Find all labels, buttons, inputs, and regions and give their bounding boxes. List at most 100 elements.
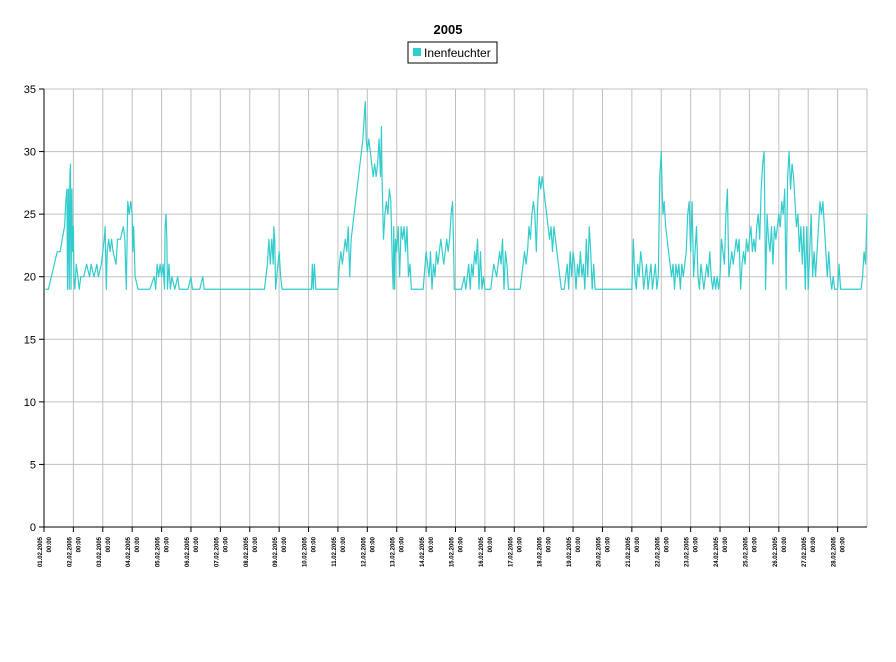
y-tick-label: 15 [24,334,36,346]
x-tick-label: 12.02.2005 00:00 [361,536,376,567]
x-tick-date: 28.02.2005 [832,536,838,567]
x-tick-date: 07.02.2005 [214,536,220,567]
x-tick-date: 12.02.2005 [361,536,367,567]
x-tick-date: 17.02.2005 [508,536,514,567]
x-tick-date: 01.02.2005 [38,536,44,567]
legend: Inenfeuchter [407,41,498,64]
x-tick-time: 00:00 [694,536,700,552]
x-tick-time: 00:00 [165,536,171,552]
x-tick-date: 06.02.2005 [185,536,191,567]
x-tick-time: 00:00 [782,536,788,552]
x-tick-label: 22.02.2005 00:00 [655,536,670,567]
y-tick-label: 35 [24,84,36,96]
x-tick-time: 00:00 [106,536,112,552]
x-tick-date: 14.02.2005 [420,536,426,567]
x-tick-date: 19.02.2005 [567,536,573,567]
x-tick-label: 28.02.2005 00:00 [832,536,847,567]
x-tick-label: 15.02.2005 00:00 [450,536,465,567]
x-tick-time: 00:00 [664,536,670,552]
x-tick-time: 00:00 [605,536,611,552]
x-tick-label: 11.02.2005 00:00 [332,536,347,566]
y-tick-label: 10 [24,397,36,409]
x-tick-label: 25.02.2005 00:00 [743,536,758,567]
x-tick-label: 24.02.2005 00:00 [714,536,729,567]
x-tick-date: 11.02.2005 [332,536,338,566]
x-tick-time: 00:00 [47,536,53,552]
x-tick-time: 00:00 [635,536,641,552]
legend-swatch [413,48,421,56]
x-tick-date: 05.02.2005 [156,536,162,567]
x-tick-label: 27.02.2005 00:00 [802,536,817,567]
x-tick-date: 24.02.2005 [714,536,720,567]
x-tick-date: 20.02.2005 [596,536,602,567]
x-tick-date: 27.02.2005 [802,536,808,567]
x-tick-time: 00:00 [400,536,406,552]
x-tick-label: 26.02.2005 00:00 [773,536,788,567]
x-tick-label: 10.02.2005 00:00 [303,536,318,567]
x-tick-time: 00:00 [517,536,523,552]
x-tick-label: 07.02.2005 00:00 [214,536,229,567]
x-tick-label: 06.02.2005 00:00 [185,536,200,567]
x-tick-date: 09.02.2005 [273,536,279,567]
x-tick-date: 21.02.2005 [626,536,632,567]
x-tick-time: 00:00 [841,536,847,552]
x-tick-label: 04.02.2005 00:00 [126,536,141,567]
x-tick-date: 10.02.2005 [303,536,309,567]
axes [39,88,867,532]
x-tick-date: 03.02.2005 [97,536,103,567]
x-tick-label: 01.02.2005 00:00 [38,536,53,567]
x-tick-label: 23.02.2005 00:00 [685,536,700,567]
x-tick-label: 21.02.2005 00:00 [626,536,641,567]
y-tick-label: 0 [30,522,36,534]
x-tick-time: 00:00 [341,536,347,552]
x-tick-time: 00:00 [488,536,494,552]
x-tick-date: 15.02.2005 [450,536,456,567]
legend-box [407,41,498,64]
x-tick-label: 18.02.2005 00:00 [538,536,553,567]
x-tick-label: 16.02.2005 00:00 [479,536,494,567]
x-tick-time: 00:00 [76,536,82,552]
y-tick-label: 20 [24,272,36,284]
y-tick-label: 25 [24,209,36,221]
x-tick-date: 13.02.2005 [391,536,397,567]
x-tick-date: 25.02.2005 [743,536,749,567]
x-tick-date: 02.02.2005 [67,536,73,567]
x-tick-time: 00:00 [752,536,758,552]
x-tick-date: 22.02.2005 [655,536,661,567]
x-tick-date: 08.02.2005 [244,536,250,567]
x-tick-time: 00:00 [429,536,435,552]
x-tick-label: 17.02.2005 00:00 [508,536,523,567]
chart-title: 2005 [434,22,463,37]
x-tick-time: 00:00 [370,536,376,552]
legend-label: Inenfeuchter [424,46,491,60]
x-tick-label: 05.02.2005 00:00 [156,536,171,567]
x-tick-time: 00:00 [576,536,582,552]
x-tick-date: 04.02.2005 [126,536,132,567]
x-axis-ticks: 01.02.2005 00:00 02.02.2005 00:00 03.02.2005… [38,536,847,567]
x-tick-label: 19.02.2005 00:00 [567,536,582,567]
series-line-0 [45,100,868,290]
x-tick-time: 00:00 [459,536,465,552]
x-tick-time: 00:00 [547,536,553,552]
x-tick-label: 14.02.2005 00:00 [420,536,435,567]
y-tick-label: 5 [30,459,36,471]
x-tick-time: 00:00 [811,536,817,552]
x-tick-label: 09.02.2005 00:00 [273,536,288,567]
y-tick-label: 30 [24,147,36,159]
x-tick-time: 00:00 [194,536,200,552]
x-tick-date: 23.02.2005 [685,536,691,567]
x-tick-time: 00:00 [282,536,288,552]
x-tick-label: 03.02.2005 00:00 [97,536,112,567]
series-group [45,100,868,290]
y-axis-ticks: 0 5 10 15 20 25 30 35 [24,84,36,534]
x-tick-label: 08.02.2005 00:00 [244,536,259,567]
grid [43,88,868,528]
x-tick-date: 26.02.2005 [773,536,779,567]
x-tick-time: 00:00 [253,536,259,552]
x-tick-label: 02.02.2005 00:00 [67,536,82,567]
x-tick-label: 20.02.2005 00:00 [596,536,611,567]
x-tick-time: 00:00 [223,536,229,552]
x-tick-time: 00:00 [312,536,318,552]
